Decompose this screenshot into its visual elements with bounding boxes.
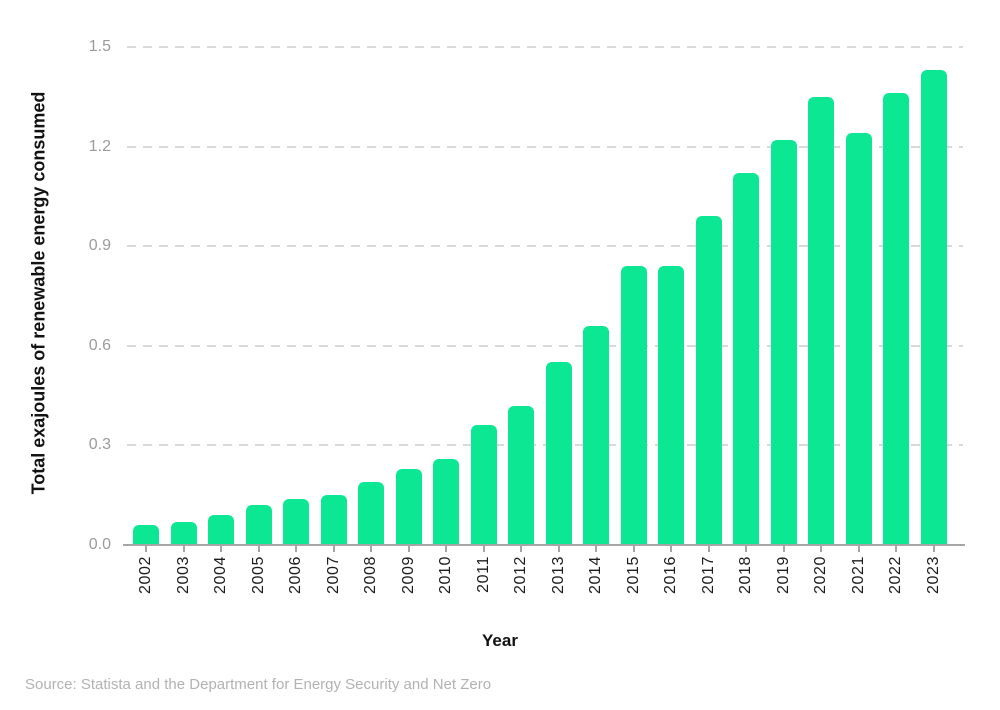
x-tick-2022 (895, 546, 897, 552)
x-tick-2006 (295, 546, 297, 552)
x-tick-2013 (557, 546, 560, 552)
x-tick-label-2009: 2009 (399, 556, 417, 594)
x-tick-2016 (670, 546, 672, 552)
y-tick-label-0.3: 0.3 (88, 436, 111, 454)
gridline-1.2 (127, 145, 963, 148)
bar-2002 (133, 525, 159, 545)
x-tick-label-2002: 2002 (137, 556, 154, 594)
x-tick-2014 (595, 546, 597, 552)
x-tick-2011 (482, 546, 485, 552)
y-axis-title: Total exajoules of renewable energy cons… (28, 91, 49, 495)
x-tick-2002 (145, 546, 147, 552)
y-tick-label-1.2: 1.2 (88, 137, 111, 155)
x-tick-2017 (707, 546, 710, 552)
bar-2019 (770, 139, 797, 545)
x-tick-label-2007: 2007 (324, 556, 342, 594)
x-tick-label-2012: 2012 (512, 556, 529, 594)
x-tick-2023 (932, 546, 935, 552)
bar-2010 (433, 458, 459, 545)
x-tick-label-2006: 2006 (287, 556, 304, 594)
bar-2004 (208, 515, 234, 545)
bar-2020 (808, 96, 834, 545)
bar-2018 (733, 173, 759, 545)
x-tick-2021 (857, 546, 860, 552)
x-tick-label-2017: 2017 (699, 556, 717, 594)
plot-area (125, 46, 963, 545)
bar-2022 (883, 93, 909, 545)
x-tick-label-2019: 2019 (774, 556, 792, 594)
gridline-0.9 (127, 245, 963, 248)
bar-2007 (320, 495, 347, 545)
x-tick-2010 (445, 546, 447, 552)
x-tick-2009 (407, 546, 410, 552)
x-tick-2003 (182, 546, 185, 552)
bar-2021 (845, 133, 872, 545)
y-tick-label-0.9: 0.9 (88, 237, 111, 255)
x-tick-label-2011: 2011 (474, 556, 492, 593)
bar-2009 (395, 468, 422, 545)
bar-2014 (583, 325, 609, 545)
bar-2016 (658, 266, 684, 545)
x-tick-label-2004: 2004 (212, 556, 229, 594)
x-tick-label-2022: 2022 (887, 556, 904, 594)
x-tick-label-2010: 2010 (437, 556, 454, 594)
x-tick-label-2008: 2008 (362, 556, 379, 594)
x-tick-2007 (332, 546, 335, 552)
gridline-0.6 (127, 344, 963, 347)
bar-2012 (508, 405, 534, 545)
x-tick-label-2013: 2013 (549, 556, 567, 594)
x-tick-2020 (820, 546, 822, 552)
bar-2015 (620, 266, 647, 545)
x-tick-2019 (782, 546, 785, 552)
x-tick-label-2023: 2023 (924, 556, 942, 594)
x-tick-2018 (745, 546, 747, 552)
x-tick-label-2003: 2003 (174, 556, 192, 594)
bar-2023 (920, 70, 947, 545)
gridline-1.5 (127, 46, 963, 48)
x-tick-label-2020: 2020 (812, 556, 829, 594)
y-tick-label-0.6: 0.6 (88, 336, 111, 354)
x-axis-title: Year (482, 631, 518, 650)
x-tick-2012 (520, 546, 522, 552)
y-tick-label-0.0: 0.0 (88, 536, 111, 553)
bar-2013 (545, 362, 572, 545)
x-tick-label-2018: 2018 (737, 556, 754, 594)
x-tick-label-2015: 2015 (624, 556, 642, 594)
x-tick-label-2021: 2021 (849, 556, 867, 594)
x-tick-2005 (257, 546, 260, 552)
x-tick-label-2016: 2016 (662, 556, 679, 594)
bar-2011 (470, 425, 497, 545)
gridline-0.3 (127, 444, 963, 447)
bar-2008 (358, 481, 384, 545)
x-axis-line (123, 544, 965, 546)
y-tick-label-1.5: 1.5 (88, 38, 111, 55)
x-tick-label-2005: 2005 (249, 556, 267, 594)
bar-2006 (283, 498, 309, 545)
x-tick-2004 (220, 546, 222, 552)
bar-2017 (695, 216, 722, 545)
x-tick-2008 (370, 546, 372, 552)
source-attribution: Source: Statista and the Department for … (25, 676, 492, 693)
bar-2005 (245, 505, 272, 545)
x-tick-2015 (632, 546, 635, 552)
x-tick-label-2014: 2014 (587, 556, 604, 594)
bar-2003 (170, 521, 197, 545)
